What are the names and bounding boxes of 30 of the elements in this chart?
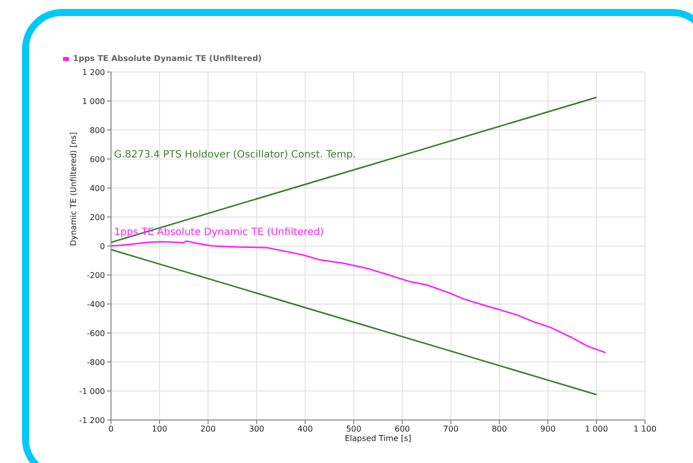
y-tick-label: -1 200 (79, 416, 105, 425)
y-tick-label: 0 (100, 242, 105, 251)
series-label: G.8273.4 PTS Holdover (Oscillator) Const. Temp. (114, 149, 356, 160)
x-axis-title: Elapsed Time [s] (344, 434, 412, 443)
x-tick-label: 400 (298, 424, 313, 434)
x-tick-label: 1 000 (585, 424, 608, 434)
x-tick-label: 200 (200, 424, 216, 434)
x-tick-label: 700 (443, 424, 458, 434)
y-tick-label: -1 000 (79, 386, 105, 396)
x-tick-label: 0 (108, 424, 114, 434)
x-tick-label: 600 (394, 424, 410, 434)
x-tick-label: 800 (492, 424, 508, 434)
line-series (111, 240, 606, 354)
y-tick-label: -600 (86, 328, 105, 338)
y-tick-label: 400 (90, 184, 105, 193)
x-tick-label: 300 (248, 424, 264, 434)
x-tick-label: 1 100 (634, 424, 656, 434)
y-axis-title: Dynamic TE (Unfiltered) [ns] (68, 132, 78, 246)
y-tick-label: -200 (86, 270, 105, 280)
legend-label: 1pps TE Absolute Dynamic TE (Unfiltered) (73, 54, 262, 63)
x-tick-label: 100 (152, 424, 168, 434)
y-tick-label: 800 (90, 126, 105, 135)
y-tick-label: 1 000 (82, 96, 105, 106)
y-tick-label: -800 (86, 358, 105, 367)
y-tick-label: 600 (90, 154, 105, 164)
y-tick-label: 1 200 (82, 68, 105, 77)
y-tick-label: 200 (90, 212, 105, 222)
x-tick-label: 500 (346, 424, 362, 434)
x-tick-label: 900 (540, 424, 556, 434)
y-tick-label: -400 (86, 300, 105, 309)
